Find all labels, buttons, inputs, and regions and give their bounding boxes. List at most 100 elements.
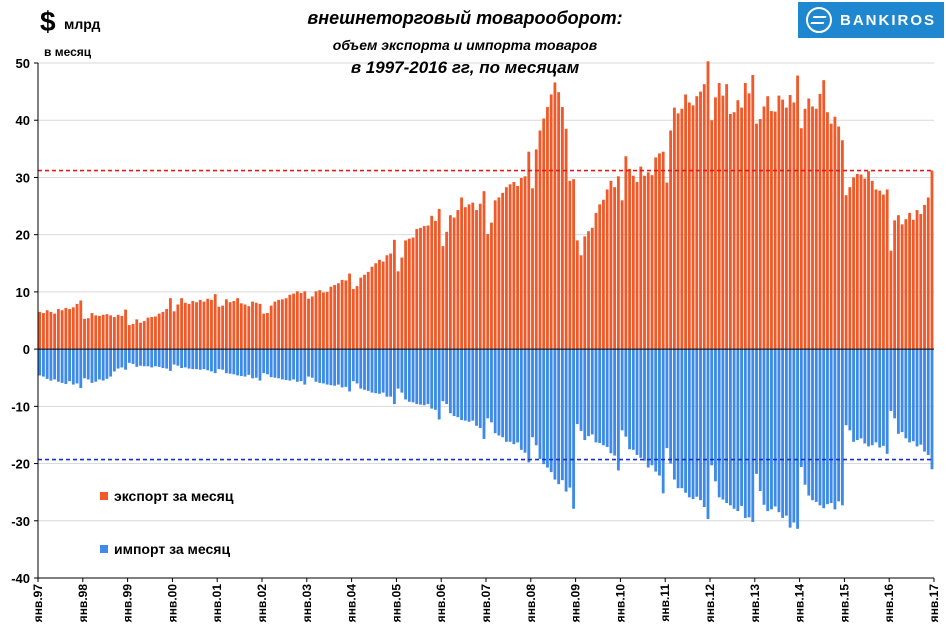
import-bar [392,349,396,405]
export-bar [777,95,781,350]
import-bar [635,349,639,455]
export-bar [710,120,714,350]
export-bar [232,301,236,350]
import-bar [609,349,613,454]
import-bar [351,349,355,382]
export-bar [437,208,441,350]
export-bar [751,75,755,350]
import-bar [98,349,101,380]
export-bar [878,190,882,350]
export-bar [407,238,411,350]
import-bar [508,349,512,442]
export-bar [68,309,71,350]
export-bar [493,200,497,350]
export-bar [840,140,844,350]
import-bar [154,349,157,367]
import-bar [855,349,859,441]
export-bar [378,259,381,350]
export-bar [553,82,557,350]
export-bar [381,261,385,350]
x-tick-label: янв.14 [793,584,807,623]
import-bar [463,349,467,421]
import-bar [176,349,180,366]
export-bar [512,182,516,350]
export-bar [639,166,643,350]
x-tick-label: янв.97 [31,584,45,623]
import-bar [874,349,878,443]
import-bar [318,349,322,383]
import-bar [896,349,900,434]
import-bar [594,349,598,443]
import-bar [717,349,721,498]
import-bar [792,349,796,523]
export-bar [340,279,344,350]
x-tick-label: янв.00 [165,584,179,623]
x-tick-label: янв.99 [121,584,135,623]
legend-import-swatch [100,545,108,553]
import-bar [359,349,363,389]
export-bar [363,274,366,350]
export-bar [799,128,803,350]
import-bar [538,349,542,459]
export-bar [325,291,329,350]
import-bar [878,349,882,448]
import-bar [676,349,680,489]
import-bar [919,349,923,445]
y-axis-unit-symbol: $ [40,6,56,37]
export-bar [198,299,202,350]
export-bar [676,113,680,350]
import-bar [139,349,142,366]
import-bar [430,349,434,409]
import-bar [336,349,340,385]
import-bar [71,349,75,385]
import-bar [456,349,460,418]
import-bar [83,349,86,379]
import-bar [378,349,381,394]
import-bar [736,349,740,512]
import-bar [590,349,594,435]
x-tick-label: янв.09 [569,584,583,623]
import-bar [684,349,687,493]
export-bar [501,192,505,350]
import-bar [863,349,867,444]
export-bar [702,84,706,350]
export-bar [672,107,676,350]
export-bar [210,299,213,350]
import-bar [366,349,370,391]
import-bar [389,349,393,397]
export-bar [415,228,419,350]
import-bar [422,349,426,406]
export-bar [176,304,180,350]
import-bar [587,349,590,437]
x-tick-label: янв.12 [703,584,717,623]
import-bar [475,349,478,426]
export-bar [430,215,434,350]
import-bar [288,349,292,381]
import-bar [381,349,385,393]
import-bar [396,349,400,389]
import-bar [818,349,822,506]
export-bar [75,303,79,350]
export-bar [908,212,911,350]
export-bar [684,94,687,350]
import-bar [527,349,531,463]
export-bar [807,98,811,350]
export-bar [392,239,396,350]
y-tick-label: 30 [16,170,30,185]
y-tick-label: 0 [23,342,30,357]
import-bar [926,349,930,455]
export-bar [463,207,467,350]
import-bar [613,349,617,456]
export-bar [911,219,915,350]
import-bar [221,349,225,370]
y-tick-label: 50 [16,56,30,71]
x-tick-label: янв.11 [658,584,672,622]
import-bar [307,349,310,377]
export-bar [620,200,624,350]
import-bar [415,349,419,405]
import-bar [348,349,351,392]
import-bar [165,349,169,369]
export-bar [101,314,105,350]
import-bar [94,349,98,382]
